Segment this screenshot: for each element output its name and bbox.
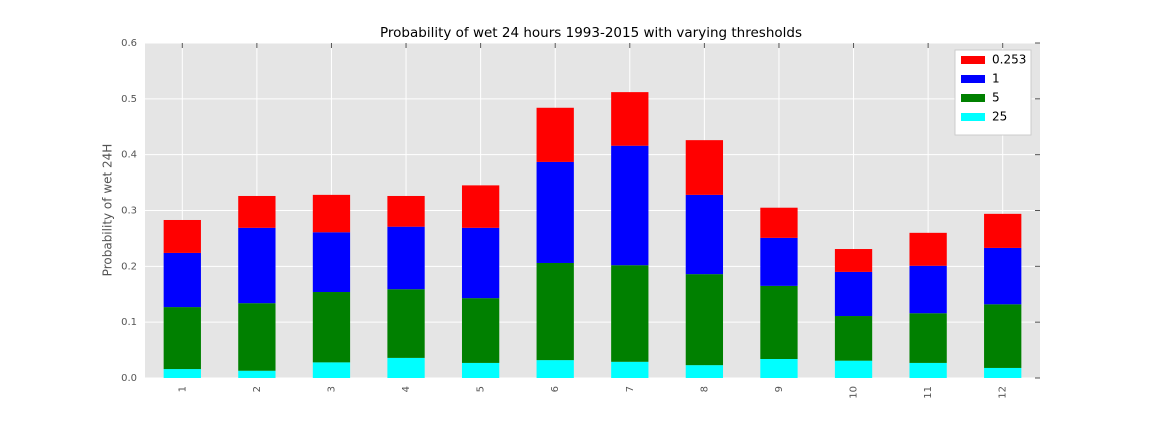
bar-segment	[685, 140, 724, 195]
x-tick-label: 4	[401, 386, 412, 392]
y-tick-label: 0.1	[121, 317, 137, 328]
legend: 0.253 1 5 25	[954, 49, 1032, 136]
bars	[163, 92, 1022, 378]
legend-label: 5	[992, 91, 1000, 105]
bar-segment	[536, 161, 574, 263]
bar-segment	[760, 207, 798, 238]
bar-segment	[909, 265, 947, 314]
legend-label: 1	[992, 72, 1000, 86]
bar-segment	[611, 145, 649, 266]
bar-segment	[834, 360, 873, 378]
x-tick-label: 5	[476, 386, 487, 392]
legend-swatch	[961, 75, 985, 83]
x-tick-label: 3	[326, 386, 337, 392]
bar-segment	[834, 271, 873, 317]
bar-segment	[611, 92, 649, 146]
x-tick-label: 12	[998, 386, 1009, 399]
bar-segment	[984, 367, 1022, 378]
bar-segment	[685, 365, 724, 378]
legend-swatch	[961, 94, 985, 102]
bar-segment	[536, 107, 574, 162]
bar-segment	[685, 194, 724, 275]
y-tick-label: 0.6	[121, 38, 137, 49]
legend-label: 25	[992, 110, 1007, 124]
bar-segment	[536, 360, 574, 378]
bar-segment	[834, 249, 873, 272]
bar-segment	[238, 195, 276, 228]
bar-segment	[387, 357, 425, 378]
x-tick-label: 1	[177, 386, 188, 392]
bar-segment	[984, 213, 1022, 248]
bar-segment	[685, 274, 724, 366]
bar-segment	[461, 362, 500, 378]
bar-segment	[163, 307, 201, 370]
legend-swatch	[961, 113, 985, 121]
bar-segment	[387, 226, 425, 290]
y-tick-label: 0.5	[121, 94, 137, 105]
bar-segment	[163, 369, 201, 378]
legend-label: 0.253	[992, 53, 1026, 67]
bar-segment	[760, 237, 798, 286]
bar-segment	[387, 289, 425, 358]
x-tick-label: 7	[625, 386, 636, 392]
x-tick-label: 11	[923, 386, 934, 399]
bar-segment	[238, 303, 276, 371]
y-tick-label: 0.0	[121, 373, 137, 384]
legend-swatch	[961, 56, 985, 64]
y-tick-label: 0.3	[121, 206, 137, 217]
bar-segment	[387, 195, 425, 227]
y-tick-label: 0.4	[121, 150, 137, 161]
x-tick-label: 2	[252, 386, 263, 392]
bar-segment	[760, 285, 798, 360]
bar-segment	[312, 232, 351, 293]
bar-segment	[760, 359, 798, 378]
bar-segment	[238, 370, 276, 378]
bar-segment	[536, 262, 574, 361]
bar-segment	[611, 361, 649, 378]
x-tick-label: 8	[699, 386, 710, 392]
y-axis-label: Probability of wet 24H	[101, 144, 115, 277]
bar-segment	[909, 362, 947, 378]
x-tick-label: 9	[774, 386, 785, 392]
bar-segment	[312, 292, 351, 363]
bar-segment	[461, 227, 500, 299]
x-tick-label: 10	[849, 386, 860, 399]
bar-segment	[312, 362, 351, 378]
x-tick-label: 6	[550, 386, 561, 392]
bar-segment	[909, 232, 947, 266]
bar-segment	[909, 313, 947, 363]
bar-segment	[461, 298, 500, 363]
chart-title: Probability of wet 24 hours 1993-2015 wi…	[380, 25, 802, 41]
bar-segment	[312, 194, 351, 233]
y-tick-label: 0.2	[121, 261, 137, 272]
bar-segment	[984, 304, 1022, 368]
bar-segment	[461, 185, 500, 228]
bar-segment	[834, 316, 873, 361]
bar-segment	[163, 252, 201, 308]
bar-segment	[984, 247, 1022, 305]
bar-segment	[611, 265, 649, 362]
bar-segment	[238, 227, 276, 304]
bar-segment	[163, 219, 201, 253]
